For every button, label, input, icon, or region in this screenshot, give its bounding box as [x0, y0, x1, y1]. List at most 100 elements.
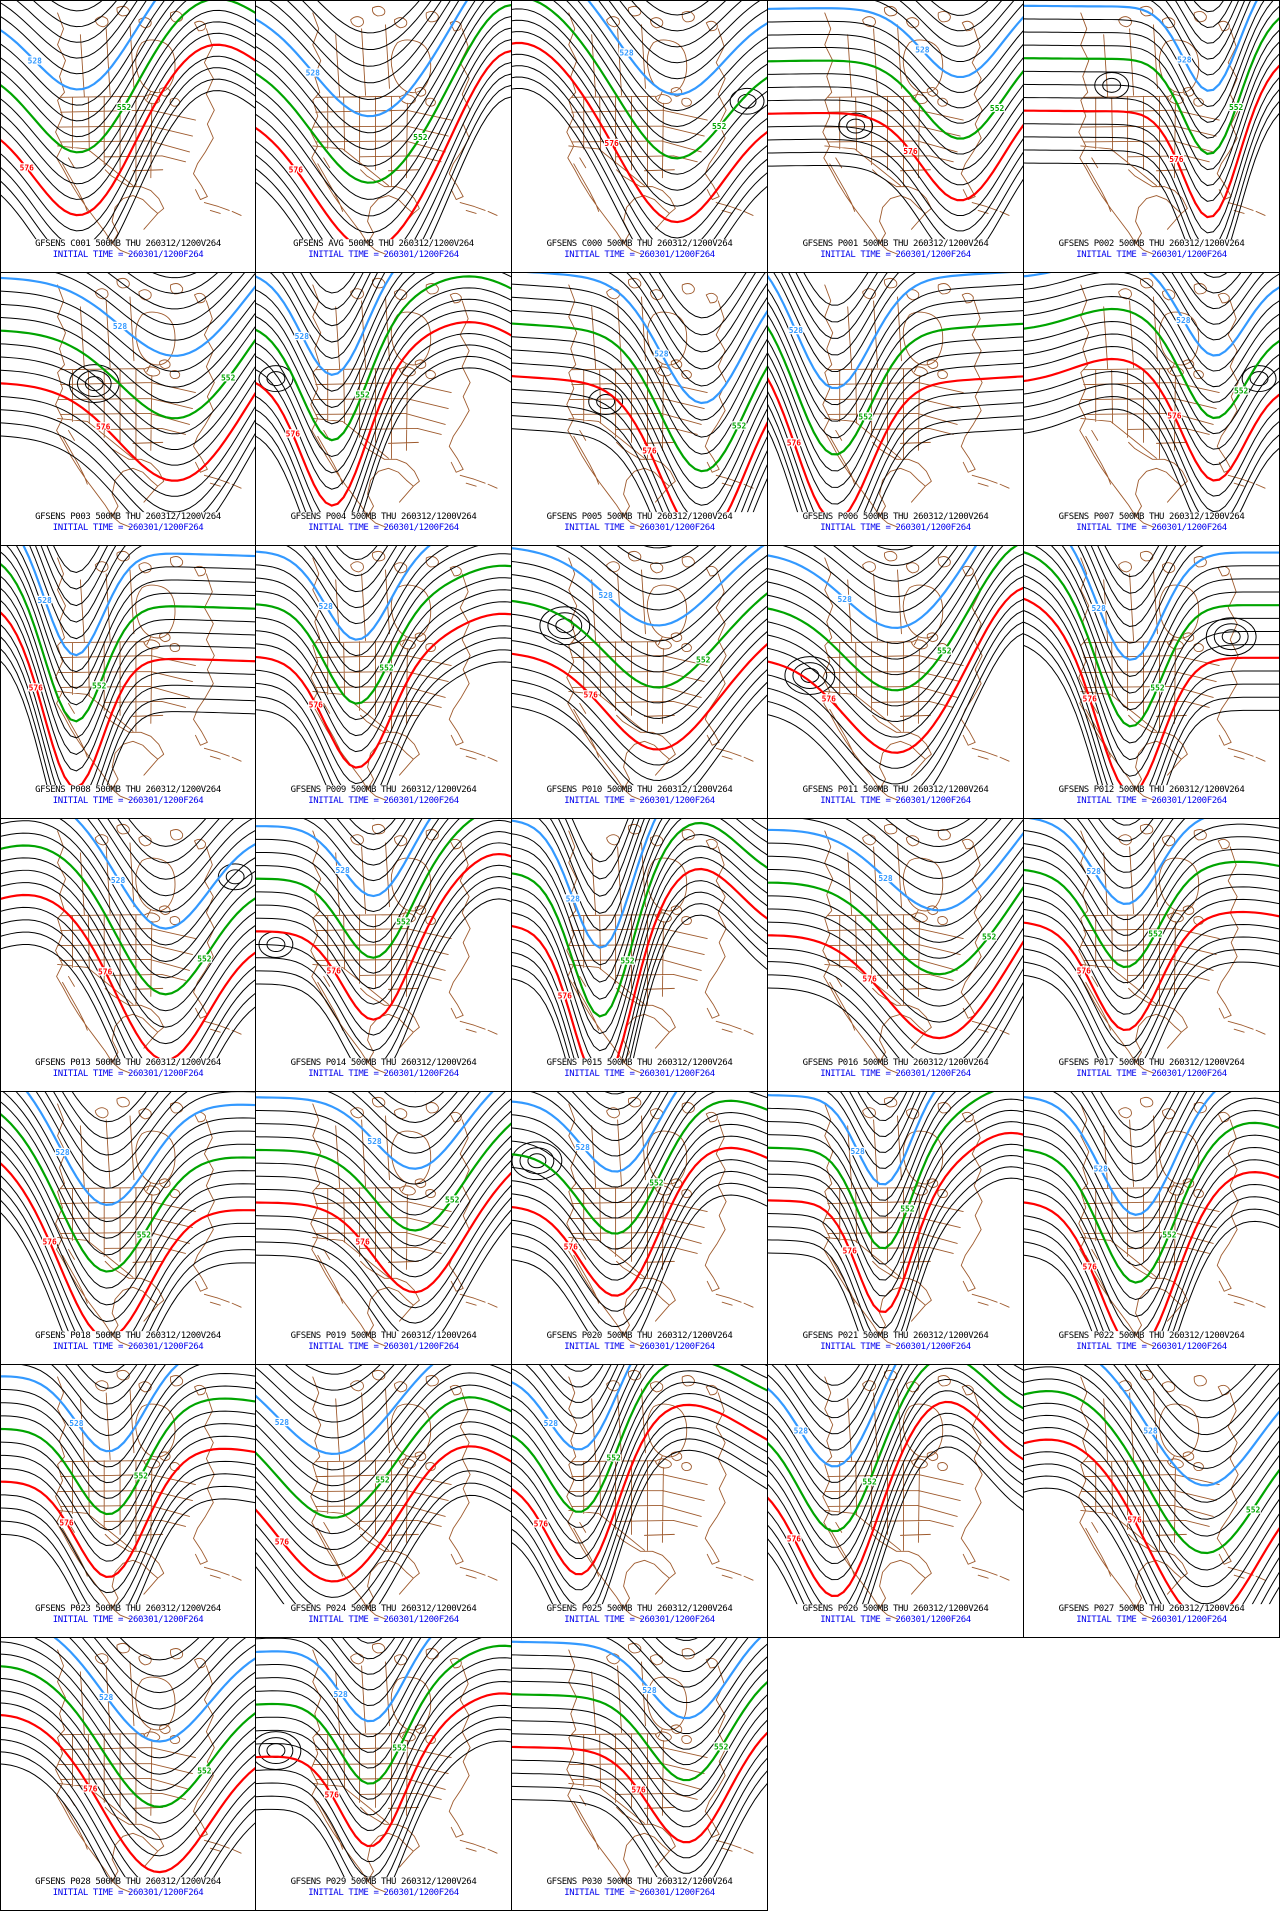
- panel-initial-time: INITIAL TIME = 260301/1200F264: [308, 796, 459, 806]
- panel-title: GFSENS P010 500MB THU 260312/1200V264: [546, 785, 733, 795]
- panel-title: GFSENS P003 500MB THU 260312/1200V264: [35, 512, 221, 522]
- contour-map: 528 552 576: [256, 1365, 511, 1620]
- svg-text:552: 552: [197, 954, 212, 963]
- ensemble-panel-p017: 528 552 576 GFSENS P017 500MB THU 260312/1…: [1024, 819, 1280, 1092]
- svg-text:576: 576: [1083, 694, 1098, 703]
- ensemble-panel-p010: 528 552 576 GFSENS P010 500MB THU 260312/1…: [512, 546, 768, 819]
- svg-text:528: 528: [111, 876, 126, 885]
- contour-map: 528 552 576: [1024, 273, 1279, 528]
- svg-text:552: 552: [732, 421, 747, 430]
- contour-map: 528 552 576: [512, 546, 767, 801]
- panel-title: GFSENS P029 500MB THU 260312/1200V264: [290, 1877, 477, 1887]
- svg-text:576: 576: [29, 683, 44, 692]
- panel-initial-time: INITIAL TIME = 260301/1200F264: [52, 1069, 204, 1079]
- svg-text:528: 528: [576, 1143, 591, 1152]
- svg-text:552: 552: [1229, 103, 1244, 112]
- svg-text:528: 528: [544, 1419, 559, 1428]
- svg-text:552: 552: [620, 956, 635, 965]
- svg-text:576: 576: [96, 422, 111, 431]
- svg-text:576: 576: [1169, 155, 1184, 164]
- svg-text:552: 552: [649, 1179, 664, 1188]
- svg-text:576: 576: [564, 1242, 579, 1251]
- svg-text:528: 528: [28, 57, 43, 66]
- ensemble-panel-p005: 528 552 576 GFSENS P005 500MB THU 260312/1…: [512, 273, 768, 546]
- svg-text:576: 576: [584, 690, 599, 699]
- panel-initial-time: INITIAL TIME = 260301/1200F264: [564, 1069, 715, 1079]
- ensemble-panel-p028: 528 552 576 GFSENS P028 500MB THU 260312/1…: [0, 1638, 256, 1911]
- contour-map: 528 552 576: [1, 1, 255, 255]
- svg-text:528: 528: [55, 1148, 70, 1157]
- svg-text:576: 576: [631, 1785, 646, 1794]
- ensemble-panel-p012: 528 552 576 GFSENS P012 500MB THU 260312/1…: [1024, 546, 1280, 819]
- panel-initial-time: INITIAL TIME = 260301/1200F264: [1076, 1615, 1227, 1625]
- ensemble-panel-p015: 528 552 576 GFSENS P015 500MB THU 260312/1…: [512, 819, 768, 1092]
- svg-text:552: 552: [396, 918, 411, 927]
- panel-initial-time: INITIAL TIME = 260301/1200F264: [1076, 250, 1227, 260]
- panel-title: GFSENS P025 500MB THU 260312/1200V264: [546, 1604, 733, 1614]
- svg-text:576: 576: [604, 139, 619, 148]
- panel-title: GFSENS C000 500MB THU 260312/1200V264: [546, 239, 733, 249]
- svg-text:576: 576: [20, 164, 35, 173]
- panel-initial-time: INITIAL TIME = 260301/1200F264: [1076, 1069, 1227, 1079]
- ensemble-panel-p020: 528 552 576 GFSENS P020 500MB THU 260312/1…: [512, 1092, 768, 1365]
- ensemble-panel-p016: 528 552 576 GFSENS P016 500MB THU 260312/1…: [768, 819, 1024, 1092]
- svg-text:576: 576: [862, 974, 877, 983]
- panel-title: GFSENS P006 500MB THU 260312/1200V264: [802, 512, 989, 522]
- ensemble-panel-p030: 528 552 576 GFSENS P030 500MB THU 260312/1…: [512, 1638, 768, 1911]
- svg-text:576: 576: [59, 1518, 74, 1527]
- panel-title: GFSENS AVG 500MB THU 260312/1200V264: [293, 239, 474, 249]
- ensemble-panel-p009: 528 552 576 GFSENS P009 500MB THU 260312/1…: [256, 546, 512, 819]
- contour-map: 528 552 576: [256, 546, 511, 801]
- ensemble-panel-p008: 528 552 576 GFSENS P008 500MB THU 260312/1…: [0, 546, 256, 819]
- contour-map: 528 552 576: [256, 1, 511, 255]
- svg-text:528: 528: [99, 1693, 114, 1702]
- svg-text:576: 576: [275, 1537, 290, 1546]
- panel-title: GFSENS P018 500MB THU 260312/1200V264: [35, 1331, 221, 1341]
- panel-title: GFSENS P005 500MB THU 260312/1200V264: [546, 512, 733, 522]
- contour-map: 528 552 576: [768, 273, 1023, 528]
- contour-map: 528 552 576: [1024, 1365, 1279, 1620]
- panel-title: GFSENS P019 500MB THU 260312/1200V264: [290, 1331, 477, 1341]
- svg-text:552: 552: [606, 1454, 621, 1463]
- svg-text:576: 576: [822, 694, 837, 703]
- panel-title: GFSENS P001 500MB THU 260312/1200V264: [802, 239, 989, 249]
- contour-map: 528 552 576: [1024, 546, 1279, 801]
- panel-title: GFSENS P030 500MB THU 260312/1200V264: [546, 1877, 733, 1887]
- ensemble-panel-p023: 528 552 576 GFSENS P023 500MB THU 260312/1…: [0, 1365, 256, 1638]
- ensemble-panel-c000: 528 552 576 GFSENS C000 500MB THU 260312/1…: [512, 0, 768, 273]
- panel-initial-time: INITIAL TIME = 260301/1200F264: [1076, 796, 1227, 806]
- ensemble-panel-p007: 528 552 576 GFSENS P007 500MB THU 260312/1…: [1024, 273, 1280, 546]
- svg-text:552: 552: [1162, 1230, 1177, 1239]
- contour-map: 528 552 576: [1, 273, 255, 528]
- ensemble-panel-p021: 528 552 576 GFSENS P021 500MB THU 260312/1…: [768, 1092, 1024, 1365]
- svg-text:528: 528: [335, 866, 350, 875]
- contour-map: 528 552 576: [512, 1365, 767, 1620]
- svg-text:528: 528: [838, 595, 853, 604]
- svg-text:576: 576: [787, 1534, 802, 1543]
- ensemble-panel-p022: 528 552 576 GFSENS P022 500MB THU 260312/1…: [1024, 1092, 1280, 1365]
- panel-title: GFSENS P009 500MB THU 260312/1200V264: [290, 785, 477, 795]
- ensemble-panel-p002: 528 552 576 GFSENS P002 500MB THU 260312/1…: [1024, 0, 1280, 273]
- svg-text:528: 528: [295, 332, 310, 341]
- panel-initial-time: INITIAL TIME = 260301/1200F264: [820, 1342, 971, 1352]
- ensemble-panel-p003: 528 552 576 GFSENS P003 500MB THU 260312/1…: [0, 273, 256, 546]
- svg-text:576: 576: [1127, 1515, 1142, 1524]
- svg-text:528: 528: [915, 46, 930, 55]
- ensemble-panel-p029: 528 552 576 GFSENS P029 500MB THU 260312/1…: [256, 1638, 512, 1911]
- svg-text:552: 552: [862, 1478, 877, 1487]
- panel-initial-time: INITIAL TIME = 260301/1200F264: [308, 1069, 459, 1079]
- contour-map: 528 552 576: [256, 819, 511, 1074]
- panel-title: GFSENS C001 500MB THU 260312/1200V264: [35, 239, 221, 249]
- contour-map: 528 552 576: [768, 1092, 1023, 1347]
- svg-text:552: 552: [1150, 683, 1165, 692]
- panel-title: GFSENS P015 500MB THU 260312/1200V264: [546, 1058, 733, 1068]
- contour-map: 528 552 576: [768, 1, 1023, 255]
- svg-text:552: 552: [1234, 387, 1249, 396]
- contour-map: 528 552 576: [256, 1638, 511, 1893]
- panel-initial-time: INITIAL TIME = 260301/1200F264: [308, 1888, 459, 1898]
- svg-text:552: 552: [712, 122, 727, 131]
- contour-map: 528 552 576: [1, 819, 255, 1074]
- panel-title: GFSENS P026 500MB THU 260312/1200V264: [802, 1604, 989, 1614]
- svg-text:576: 576: [325, 1790, 340, 1799]
